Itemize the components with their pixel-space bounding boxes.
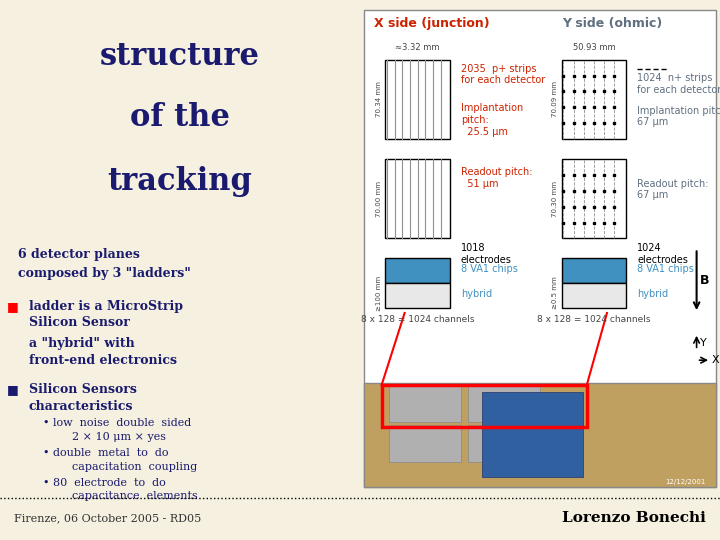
- Text: Silicon Sensors: Silicon Sensors: [29, 383, 137, 396]
- Text: Implantation
pitch:
  25.5 μm: Implantation pitch: 25.5 μm: [461, 103, 523, 137]
- Bar: [389, 425, 461, 462]
- Bar: [385, 159, 450, 239]
- Text: 70.34 mm: 70.34 mm: [376, 82, 382, 117]
- Bar: [562, 159, 626, 239]
- Text: ■: ■: [7, 383, 19, 396]
- Text: • double  metal  to  do: • double metal to do: [43, 448, 168, 458]
- Text: 12/12/2001: 12/12/2001: [665, 479, 706, 485]
- Text: 1024
electrodes: 1024 electrodes: [637, 244, 688, 265]
- Text: ■: ■: [7, 300, 19, 313]
- Text: Silicon Sensor: Silicon Sensor: [29, 316, 130, 329]
- Text: 6 detector planes: 6 detector planes: [18, 248, 140, 261]
- Text: hybrid: hybrid: [637, 289, 668, 299]
- Text: Implantation pitch:
67 μm: Implantation pitch: 67 μm: [637, 106, 720, 127]
- Text: a "hybrid" with: a "hybrid" with: [29, 338, 135, 350]
- Bar: [562, 59, 626, 139]
- Bar: [385, 258, 450, 283]
- Text: structure: structure: [100, 41, 260, 72]
- Text: X side (junction): X side (junction): [374, 17, 490, 30]
- Text: 8 x 128 = 1024 channels: 8 x 128 = 1024 channels: [537, 315, 651, 325]
- Text: 70.30 mm: 70.30 mm: [552, 181, 558, 217]
- Text: Firenze, 06 October 2005 - RD05: Firenze, 06 October 2005 - RD05: [14, 514, 202, 523]
- Text: of the: of the: [130, 103, 230, 133]
- Text: ≥100 mm: ≥100 mm: [376, 275, 382, 310]
- Bar: [364, 382, 716, 487]
- Text: ≈3.32 mm: ≈3.32 mm: [395, 43, 440, 52]
- Text: capacitation  coupling: capacitation coupling: [72, 462, 197, 472]
- Text: Readout pitch:
  51 μm: Readout pitch: 51 μm: [461, 167, 532, 188]
- Bar: [382, 385, 587, 427]
- Text: characteristics: characteristics: [29, 400, 133, 413]
- Bar: [389, 385, 461, 422]
- Text: 1018
electrodes: 1018 electrodes: [461, 244, 512, 265]
- Text: Lorenzo Bonechi: Lorenzo Bonechi: [562, 511, 706, 525]
- Text: 1024  n+ strips
for each detector: 1024 n+ strips for each detector: [637, 73, 720, 94]
- Bar: [562, 258, 626, 283]
- Text: X: X: [712, 355, 720, 365]
- Text: tracking: tracking: [107, 166, 253, 197]
- Text: Y: Y: [701, 338, 707, 348]
- Text: composed by 3 "ladders": composed by 3 "ladders": [18, 267, 191, 280]
- Text: ≥0.5 mm: ≥0.5 mm: [552, 276, 558, 309]
- Bar: [482, 393, 583, 477]
- Text: 50.93 mm: 50.93 mm: [572, 43, 616, 52]
- Text: B: B: [701, 274, 710, 287]
- Text: • 80  electrode  to  do: • 80 electrode to do: [43, 478, 166, 488]
- Text: front-end electronics: front-end electronics: [29, 354, 177, 367]
- Bar: [468, 385, 540, 422]
- Text: 8 VA1 chips: 8 VA1 chips: [637, 264, 694, 274]
- Bar: [385, 59, 450, 139]
- Text: 2035  p+ strips
for each detector: 2035 p+ strips for each detector: [461, 64, 545, 85]
- Text: 2 × 10 μm × yes: 2 × 10 μm × yes: [72, 432, 166, 442]
- Text: hybrid: hybrid: [461, 289, 492, 299]
- Text: Y side (ohmic): Y side (ohmic): [562, 17, 662, 30]
- Text: 70.09 mm: 70.09 mm: [552, 82, 558, 117]
- Bar: [562, 283, 626, 308]
- Text: 8 VA1 chips: 8 VA1 chips: [461, 264, 518, 274]
- Bar: [385, 283, 450, 308]
- Text: capacitance  elements: capacitance elements: [72, 491, 198, 502]
- Text: • low  noise  double  sided: • low noise double sided: [43, 418, 192, 429]
- Text: 8 x 128 = 1024 channels: 8 x 128 = 1024 channels: [361, 315, 474, 325]
- Text: Readout pitch:
67 μm: Readout pitch: 67 μm: [637, 179, 708, 200]
- Text: ladder is a MicroStrip: ladder is a MicroStrip: [29, 300, 183, 313]
- Text: 70.00 mm: 70.00 mm: [376, 181, 382, 217]
- Bar: [468, 425, 540, 462]
